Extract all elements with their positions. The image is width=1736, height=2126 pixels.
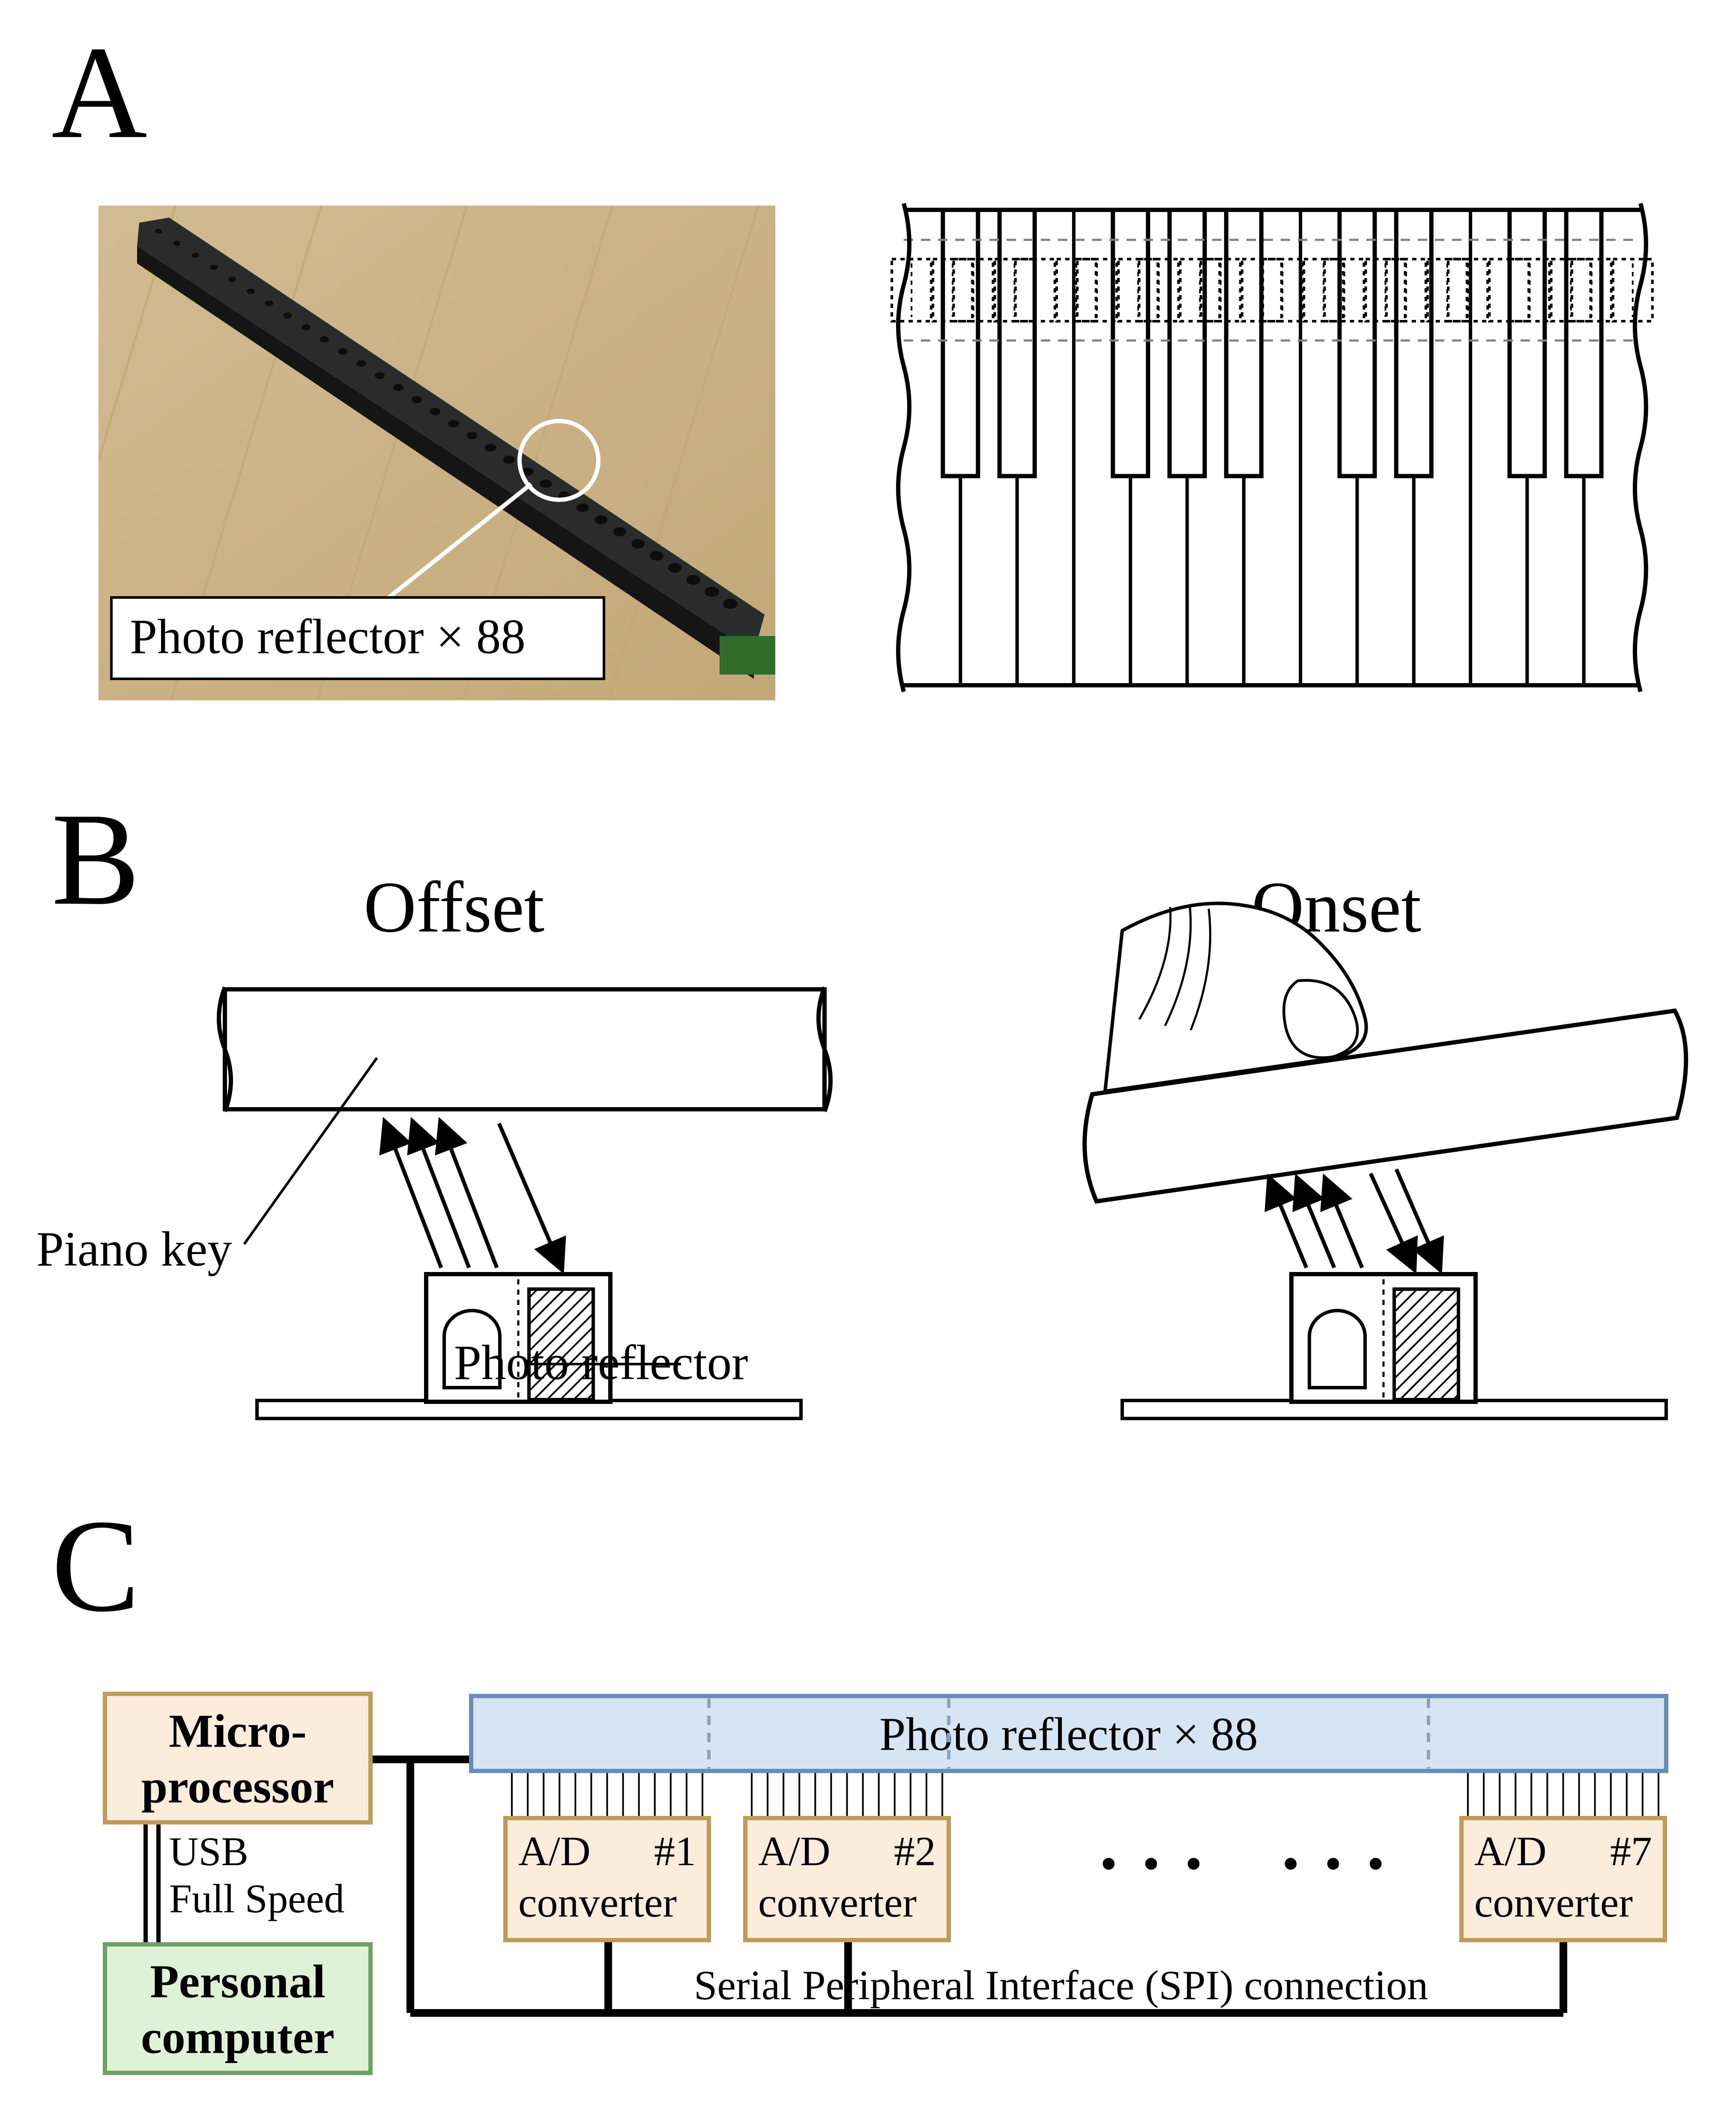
sensor-strip-photo: Photo reflector × 88 <box>26 206 775 700</box>
adc-num-2: #2 <box>894 1828 936 1875</box>
ellipsis: · · · <box>1097 1823 1206 1904</box>
label-photo-reflector: Photo reflector <box>454 1335 748 1390</box>
adc-l1-2: A/D <box>758 1828 831 1875</box>
adc-l1-1: A/D <box>518 1828 591 1875</box>
usb-label-1: USB <box>169 1829 248 1874</box>
adc-l2-2: converter <box>758 1880 917 1926</box>
adc-l1-3: A/D <box>1474 1828 1547 1875</box>
spi-label: Serial Peripheral Interface (SPI) connec… <box>694 1962 1428 2009</box>
adc-num-1: #1 <box>654 1828 696 1875</box>
panel-label-C: C <box>51 1493 140 1639</box>
photo-label: Photo reflector × 88 <box>130 609 526 664</box>
ellipsis: · · · <box>1279 1823 1388 1904</box>
photo-reflector-bar-label: Photo reflector × 88 <box>879 1708 1258 1760</box>
personal-computer-box-text-1: computer <box>141 2011 335 2063</box>
panel-label-B: B <box>51 786 140 933</box>
panel-label-A: A <box>51 19 147 166</box>
adc-num-3: #7 <box>1610 1828 1652 1875</box>
personal-computer-box-text-0: Personal <box>150 1956 325 2008</box>
adc-l2-3: converter <box>1474 1880 1633 1926</box>
label-piano-key: Piano key <box>36 1222 232 1276</box>
microprocessor-box-text-0: Micro- <box>169 1705 307 1757</box>
adc-l2-1: converter <box>518 1880 677 1926</box>
usb-label-2: Full Speed <box>169 1876 344 1921</box>
microprocessor-box-text-1: processor <box>141 1760 334 1812</box>
title-offset: Offset <box>364 867 544 947</box>
